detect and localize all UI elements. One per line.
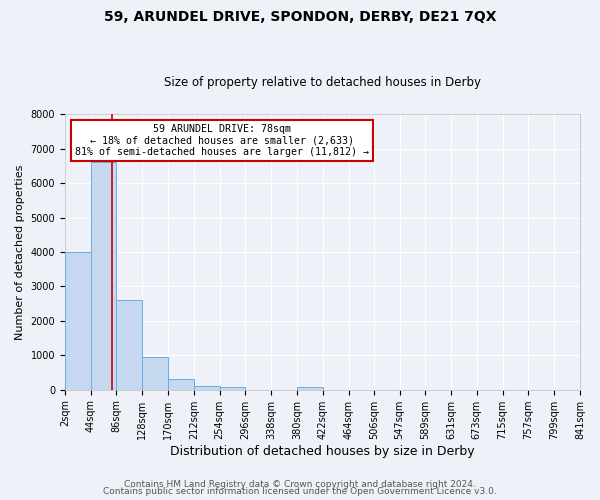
Text: 59 ARUNDEL DRIVE: 78sqm
← 18% of detached houses are smaller (2,633)
81% of semi: 59 ARUNDEL DRIVE: 78sqm ← 18% of detache… [75, 124, 369, 157]
Text: Contains public sector information licensed under the Open Government Licence v3: Contains public sector information licen… [103, 488, 497, 496]
Bar [142, 357, 168, 390]
Bar [116, 300, 142, 390]
Title: Size of property relative to detached houses in Derby: Size of property relative to detached ho… [164, 76, 481, 90]
X-axis label: Distribution of detached houses by size in Derby: Distribution of detached houses by size … [170, 444, 475, 458]
Text: Contains HM Land Registry data © Crown copyright and database right 2024.: Contains HM Land Registry data © Crown c… [124, 480, 476, 489]
Bar [65, 252, 91, 390]
Bar [194, 386, 220, 390]
Bar [220, 386, 245, 390]
Bar [297, 388, 323, 390]
Text: 59, ARUNDEL DRIVE, SPONDON, DERBY, DE21 7QX: 59, ARUNDEL DRIVE, SPONDON, DERBY, DE21 … [104, 10, 496, 24]
Bar [91, 162, 116, 390]
Y-axis label: Number of detached properties: Number of detached properties [15, 164, 25, 340]
Bar [168, 378, 194, 390]
